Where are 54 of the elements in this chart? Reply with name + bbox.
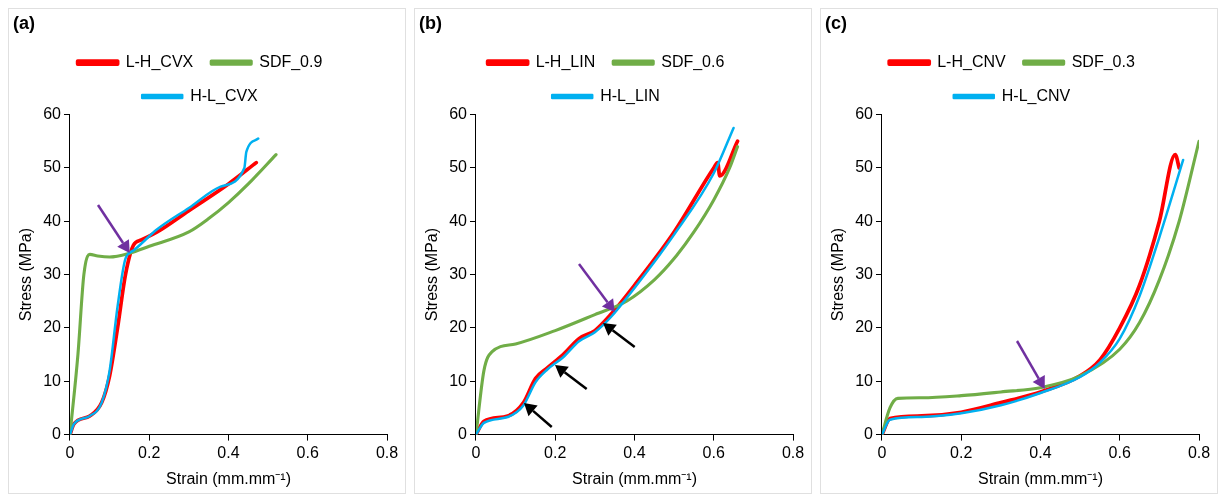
y-tick-label: 10	[855, 371, 874, 389]
x-tick-label: 0.2	[544, 443, 567, 461]
x-tick-label: 0.6	[296, 443, 319, 461]
y-tick-label: 60	[855, 105, 874, 123]
y-tick-label: 50	[855, 158, 874, 176]
y-tick-label: 10	[449, 371, 468, 389]
legend-label: SDF_0.9	[259, 53, 323, 72]
y-tick-label: 30	[449, 265, 468, 283]
x-tick-label: 0	[471, 443, 481, 461]
x-tick-label: 0.4	[217, 443, 240, 461]
chart-title: (a)	[13, 12, 35, 33]
y-tick-label: 10	[43, 371, 62, 389]
legend-label: H-L_CNV	[1001, 87, 1071, 106]
y-tick-label: 40	[43, 211, 62, 229]
y-tick-label: 60	[43, 105, 62, 123]
y-tick-label: 0	[864, 425, 874, 443]
x-tick-label: 0.8	[375, 443, 399, 461]
y-tick-label: 50	[43, 158, 62, 176]
x-axis-title: Strain (mm.mm⁻¹)	[572, 469, 697, 487]
legend-label: L-H_CNV	[937, 53, 1006, 72]
x-tick-label: 0.4	[623, 443, 646, 461]
x-tick-label: 0	[877, 443, 887, 461]
x-axis-title: Strain (mm.mm⁻¹)	[978, 469, 1103, 487]
y-axis-title: Stress (MPa)	[423, 227, 441, 322]
y-tick-label: 20	[855, 318, 874, 336]
y-tick-label: 0	[52, 425, 62, 443]
x-axis-title: Strain (mm.mm⁻¹)	[166, 469, 291, 487]
x-tick-label: 0.8	[1187, 443, 1211, 461]
chart-title: (c)	[825, 12, 847, 33]
chart-title: (b)	[419, 12, 442, 33]
y-tick-label: 20	[449, 318, 468, 336]
y-tick-label: 40	[855, 211, 874, 229]
legend-label: H-L_LIN	[600, 87, 660, 106]
y-tick-label: 20	[43, 318, 62, 336]
legend-label: SDF_0.6	[661, 53, 725, 72]
legend-label: SDF_0.3	[1071, 53, 1135, 72]
y-axis-title: Stress (MPa)	[829, 227, 847, 322]
legend-label: L-H_LIN	[535, 53, 596, 72]
x-tick-label: 0.8	[781, 443, 805, 461]
x-tick-label: 0.2	[950, 443, 973, 461]
legend-label: L-H_CVX	[125, 53, 194, 72]
y-tick-label: 30	[855, 265, 874, 283]
legend-label: H-L_CVX	[190, 87, 259, 106]
x-tick-label: 0	[65, 443, 75, 461]
y-tick-label: 30	[43, 265, 62, 283]
x-tick-label: 0.2	[138, 443, 161, 461]
y-tick-label: 50	[449, 158, 468, 176]
y-tick-label: 60	[449, 105, 468, 123]
y-tick-label: 0	[458, 425, 468, 443]
y-axis-title: Stress (MPa)	[17, 227, 35, 322]
x-tick-label: 0.6	[1108, 443, 1131, 461]
x-tick-label: 0.6	[702, 443, 725, 461]
x-tick-label: 0.4	[1029, 443, 1052, 461]
y-tick-label: 40	[449, 211, 468, 229]
